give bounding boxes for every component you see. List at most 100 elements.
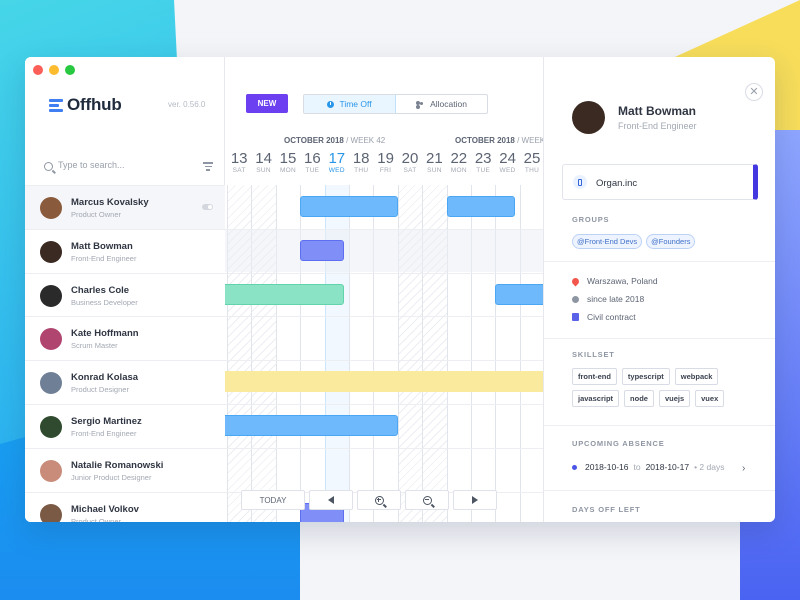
zoom-in-button[interactable] [357, 490, 401, 510]
day-header: 24 WED [495, 150, 519, 180]
person-name: Sergio Martinez [71, 415, 142, 427]
detail-role: Front-End Engineer [618, 121, 697, 131]
time-off-bar[interactable] [495, 283, 543, 305]
person-role: Product Owner [71, 516, 122, 522]
skill-tag[interactable]: webpack [674, 368, 719, 385]
list-item[interactable]: Sergio Martinez Front-End Engineer [25, 403, 225, 448]
skillset-title: SKILLSET [572, 350, 615, 359]
people-list: Marcus Kovalsky Product Owner Matt Bowma… [25, 185, 225, 522]
close-window-button[interactable] [33, 65, 43, 75]
users-icon [416, 100, 425, 108]
toggle-icon[interactable] [202, 204, 213, 210]
day-name: FRI [379, 167, 392, 174]
list-item[interactable]: Michael Volkov Product Owner [25, 491, 225, 522]
day-column[interactable] [373, 185, 397, 522]
close-icon[interactable]: ✕ [745, 83, 763, 101]
location-row: Warszawa, Poland [570, 276, 658, 286]
avatar [40, 328, 62, 351]
next-button[interactable] [453, 490, 497, 510]
tab-allocation[interactable]: Allocation [396, 95, 487, 113]
day-number: 17 [328, 150, 346, 167]
search-bar [25, 153, 225, 183]
since-row: since late 2018 [572, 294, 644, 304]
group-chip[interactable]: @Front-End Devs [572, 234, 643, 249]
tab-label: Time Off [339, 99, 372, 109]
list-item[interactable]: Kate Hoffmann Scrum Master [25, 316, 225, 361]
day-header: 25 THU [520, 150, 543, 180]
absence-title: UPCOMING ABSENCE [572, 439, 665, 448]
day-number: 16 [304, 150, 321, 167]
avatar [40, 415, 62, 438]
time-off-bar[interactable] [225, 415, 398, 436]
day-name: TUE [305, 167, 320, 174]
avatar [40, 240, 62, 263]
absence-row[interactable]: 2018-10-16 to 2018-10-17 • 2 days [572, 462, 724, 472]
minimize-window-button[interactable] [49, 65, 59, 75]
person-name: Kate Hoffmann [71, 328, 139, 340]
skill-tag[interactable]: vuejs [658, 390, 691, 407]
day-name: MON [279, 167, 297, 174]
time-off-bar[interactable] [300, 239, 345, 261]
day-header: 13 SAT [227, 150, 251, 180]
skill-tag[interactable]: front-end [572, 368, 617, 385]
time-off-bar[interactable] [225, 371, 543, 393]
skill-tag[interactable]: vuex [695, 390, 725, 407]
filter-icon[interactable] [203, 162, 213, 172]
day-name: SUN [256, 167, 271, 174]
tab-time-off[interactable]: Time Off [304, 95, 396, 113]
list-item[interactable]: Matt Bowman Front-End Engineer [25, 228, 225, 273]
person-role: Business Developer [71, 297, 138, 307]
day-column[interactable] [275, 185, 300, 522]
app-logo: Offhub [49, 95, 122, 115]
person-role: Product Owner [71, 210, 122, 219]
list-item[interactable]: Natalie Romanowski Junior Product Design… [25, 447, 225, 492]
search-input[interactable] [58, 160, 188, 170]
zoom-out-button[interactable] [405, 490, 449, 510]
day-column[interactable] [495, 185, 519, 522]
absence-dot [572, 464, 577, 470]
absence-to: 2018-10-17 [645, 462, 690, 472]
logo-icon [49, 98, 63, 112]
maximize-window-button[interactable] [65, 65, 75, 75]
group-chip[interactable]: @Founders [646, 234, 696, 249]
today-button[interactable]: TODAY [241, 490, 305, 510]
list-item[interactable]: Charles Cole Business Developer [25, 272, 225, 317]
day-name: WED [328, 167, 345, 174]
day-column[interactable] [300, 185, 324, 522]
chevron-right-icon[interactable]: › [742, 463, 746, 474]
toolbar: NEW Time Off Allocation [225, 57, 543, 132]
day-header: 17 WED [325, 150, 349, 180]
clock-icon [572, 295, 579, 303]
divider [544, 425, 775, 426]
day-number: 22 [450, 150, 468, 167]
person-role: Product Designer [71, 385, 129, 395]
day-header: 19 FRI [373, 150, 397, 180]
tab-label: Allocation [430, 99, 467, 109]
day-header: 18 THU [349, 150, 373, 180]
person-name: Michael Volkov [71, 503, 139, 515]
person-name: Charles Cole [71, 284, 130, 296]
avatar [40, 372, 62, 395]
list-item[interactable]: Marcus Kovalsky Product Owner [25, 185, 225, 229]
time-off-bar[interactable] [300, 196, 398, 217]
skill-tag[interactable]: node [624, 390, 654, 407]
list-item[interactable]: Konrad Kolasa Product Designer [25, 360, 225, 404]
divider [544, 338, 775, 339]
time-off-bar[interactable] [225, 283, 345, 305]
skill-tag[interactable]: javascript [572, 390, 620, 407]
skill-tag[interactable]: typescript [621, 368, 670, 385]
organization-card[interactable]: Organ.inc [562, 164, 758, 200]
skills-list: front-end typescript webpack javascript … [572, 368, 752, 407]
week-number: / WEEK 43 [517, 136, 543, 145]
avatar [572, 101, 605, 134]
day-number: 21 [426, 150, 443, 167]
time-off-bar[interactable] [446, 196, 515, 217]
contract-text: Civil contract [587, 312, 636, 322]
day-column[interactable] [471, 185, 495, 522]
day-column[interactable] [349, 185, 373, 522]
day-column[interactable] [519, 185, 543, 522]
new-button[interactable]: NEW [246, 94, 288, 113]
day-column[interactable] [446, 185, 471, 522]
previous-button[interactable] [309, 490, 353, 510]
row-divider [225, 404, 543, 405]
